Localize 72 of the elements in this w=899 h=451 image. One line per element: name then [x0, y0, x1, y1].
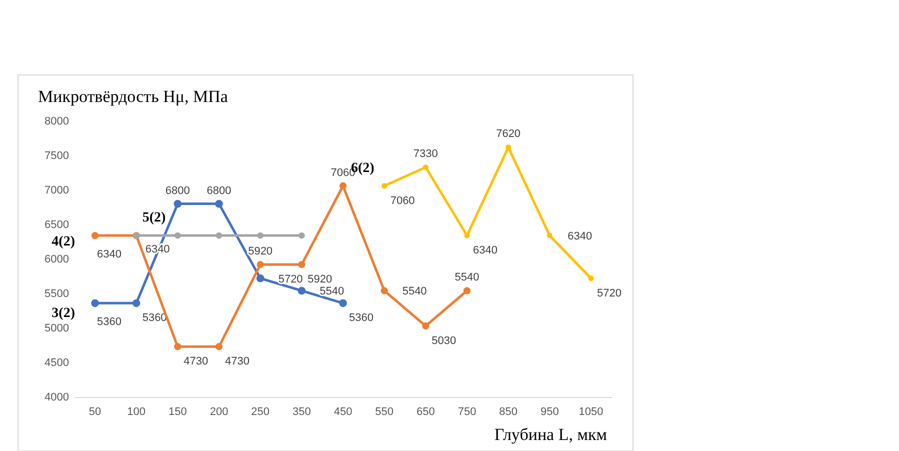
- point: [256, 260, 264, 268]
- data-label: 5720: [278, 273, 303, 286]
- data-label: 6800: [165, 184, 190, 197]
- data-label: 5920: [248, 246, 273, 258]
- x-tick-label: 250: [251, 406, 270, 418]
- x-axis-title: Глубина L, мкм: [494, 425, 608, 444]
- x-tick-label: 50: [88, 406, 102, 418]
- point: [546, 232, 552, 238]
- point: [339, 299, 347, 308]
- x-tick-label: 950: [540, 406, 559, 418]
- data-label: 5360: [97, 316, 122, 328]
- point: [132, 299, 140, 308]
- point: [464, 232, 470, 238]
- point: [380, 287, 388, 294]
- point: [382, 183, 388, 189]
- point: [339, 182, 347, 190]
- x-tick-label: 650: [416, 406, 435, 418]
- y-tick-label: 8000: [44, 116, 69, 128]
- data-label: 5360: [349, 312, 374, 324]
- data-label: 5920: [308, 274, 332, 286]
- data-label: 6340: [97, 248, 122, 261]
- data-label: 5030: [432, 334, 456, 347]
- data-label: 7060: [390, 194, 415, 207]
- point: [91, 299, 99, 308]
- data-label: 6340: [568, 230, 592, 243]
- point: [298, 260, 306, 268]
- y-tick-label: 7500: [44, 150, 69, 162]
- data-label: 7620: [496, 128, 521, 140]
- data-label: 4730: [184, 356, 208, 368]
- series-label: 3(2): [52, 306, 76, 322]
- data-label: 5540: [320, 286, 344, 298]
- point: [174, 343, 182, 350]
- x-tick-label: 850: [499, 406, 518, 418]
- x-tick-label: 200: [210, 406, 228, 418]
- point: [422, 164, 428, 170]
- point: [215, 200, 223, 208]
- point: [91, 232, 99, 240]
- y-tick-label: 4500: [44, 357, 69, 370]
- point: [215, 343, 223, 350]
- y-tick-label: 6000: [44, 254, 69, 266]
- point: [257, 232, 264, 239]
- y-tick-label: 4000: [44, 392, 69, 404]
- x-tick-label: 1050: [578, 406, 604, 418]
- x-tick-label: 550: [375, 406, 394, 418]
- point: [216, 232, 222, 239]
- y-tick-label: 7000: [44, 184, 69, 197]
- point: [174, 232, 181, 239]
- data-label: 6340: [473, 244, 498, 257]
- data-label: 5540: [454, 272, 480, 284]
- point: [463, 287, 471, 294]
- chart-title: Микротвёрдость Hμ, МПа: [38, 87, 228, 106]
- data-label: 4730: [225, 356, 250, 368]
- x-tick-label: 150: [168, 406, 187, 418]
- point: [588, 276, 594, 282]
- x-tick-label: 750: [458, 406, 476, 418]
- data-label: 5540: [402, 286, 427, 298]
- y-tick-label: 6500: [44, 219, 69, 232]
- data-label: 5720: [597, 287, 622, 300]
- y-tick-label: 5500: [44, 288, 69, 300]
- point: [422, 322, 430, 330]
- point: [298, 286, 306, 295]
- point: [256, 274, 264, 282]
- x-tick-label: 350: [292, 406, 311, 418]
- data-label: 6800: [206, 184, 232, 197]
- x-tick-label: 450: [334, 406, 352, 418]
- series-label: 5(2): [142, 210, 166, 226]
- series-label: 4(2): [52, 234, 76, 250]
- x-tick-label: 100: [127, 406, 146, 418]
- point: [298, 232, 305, 239]
- data-label: 7330: [413, 148, 438, 160]
- point: [174, 200, 182, 208]
- y-tick-label: 5000: [44, 322, 69, 335]
